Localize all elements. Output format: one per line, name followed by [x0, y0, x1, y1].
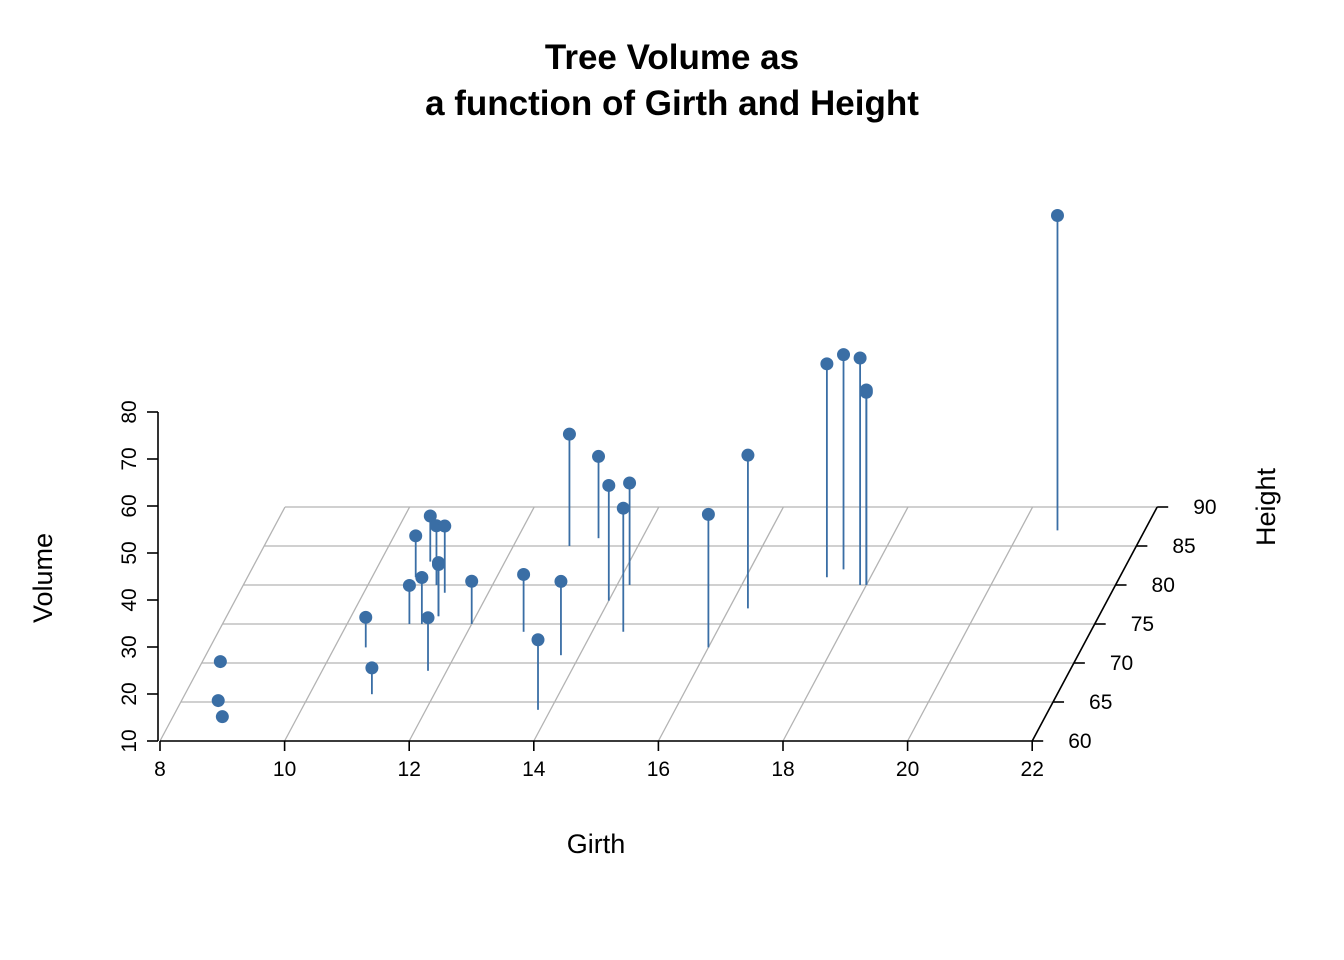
- x-tick-label-0: 8: [154, 758, 166, 781]
- data-point-20: [602, 478, 616, 492]
- data-point-21: [623, 476, 637, 490]
- y-tick-label-1: 65: [1089, 691, 1112, 714]
- x-tick-label-1: 10: [273, 758, 296, 781]
- axes: 8 10 12 14 16 18 20 22 10 20 30 40 50 60 70 80 60 65 70 75 8…: [118, 400, 1217, 781]
- chart-title-line-2: a function of Girth and Height: [425, 84, 919, 123]
- data-point-4: [409, 529, 423, 543]
- z-tick-label-1: 20: [118, 682, 141, 705]
- x-tick-label-2: 12: [398, 758, 421, 781]
- grid-line-girth-5: [782, 506, 909, 742]
- y-axis-title: Height: [1251, 467, 1281, 546]
- z-tick-label-0: 10: [118, 729, 141, 752]
- z-tick-label-6: 70: [118, 447, 141, 470]
- grid-line-girth-1: [284, 506, 411, 742]
- data-points: [211, 209, 1064, 724]
- data-point-12: [431, 556, 445, 570]
- data-point-30: [1050, 209, 1064, 222]
- z-tick-label-5: 60: [118, 494, 141, 517]
- data-point-15: [517, 567, 531, 581]
- base-grid: [159, 506, 1158, 742]
- y-tick-label-0: 60: [1068, 730, 1091, 753]
- grid-line-girth-6: [907, 506, 1034, 742]
- y-tick-label-4: 80: [1152, 574, 1175, 597]
- data-point-5: [423, 509, 437, 523]
- data-point-0: [213, 655, 227, 669]
- x-tick-label-6: 20: [896, 758, 919, 781]
- y-tick-label-3: 75: [1131, 613, 1154, 636]
- y-tick-label-5: 85: [1172, 535, 1195, 558]
- data-point-13: [421, 611, 435, 625]
- data-point-25: [820, 357, 834, 371]
- y-tick-label-2: 70: [1110, 652, 1133, 675]
- data-point-19: [531, 633, 545, 647]
- z-tick-label-7: 80: [118, 400, 141, 423]
- data-point-29: [859, 385, 873, 399]
- x-tick-label-5: 18: [771, 758, 794, 781]
- z-tick-label-2: 30: [118, 635, 141, 658]
- data-point-3: [359, 610, 373, 624]
- data-point-10: [438, 519, 452, 533]
- data-point-14: [465, 574, 479, 588]
- data-point-18: [554, 574, 568, 588]
- data-point-26: [837, 348, 851, 362]
- data-point-2: [215, 710, 229, 724]
- grid-line-girth-4: [657, 506, 784, 742]
- data-point-17: [592, 449, 606, 463]
- data-point-7: [402, 578, 416, 592]
- grid-line-girth-0: [159, 506, 286, 742]
- data-point-27: [853, 351, 867, 365]
- z-tick-label-4: 50: [118, 541, 141, 564]
- chart-title-line-1: Tree Volume as: [545, 38, 799, 77]
- z-tick-label-3: 40: [118, 588, 141, 611]
- data-point-1: [211, 694, 225, 708]
- data-point-24: [741, 448, 755, 462]
- grid-line-girth-3: [533, 506, 660, 742]
- z-axis-title: Volume: [28, 533, 58, 623]
- y-tick-label-6: 90: [1193, 496, 1216, 519]
- x-tick-label-4: 16: [647, 758, 670, 781]
- data-point-22: [616, 501, 630, 515]
- data-point-9: [415, 570, 429, 584]
- x-tick-label-3: 14: [522, 758, 546, 781]
- data-point-23: [701, 507, 715, 521]
- data-point-6: [365, 661, 379, 675]
- x-axis-title: Girth: [567, 829, 626, 859]
- x-tick-label-7: 22: [1021, 758, 1044, 781]
- data-point-16: [562, 427, 576, 441]
